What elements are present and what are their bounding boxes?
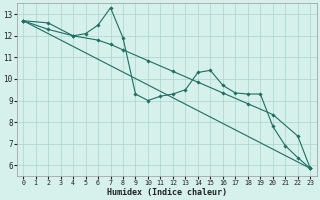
X-axis label: Humidex (Indice chaleur): Humidex (Indice chaleur) bbox=[107, 188, 227, 197]
